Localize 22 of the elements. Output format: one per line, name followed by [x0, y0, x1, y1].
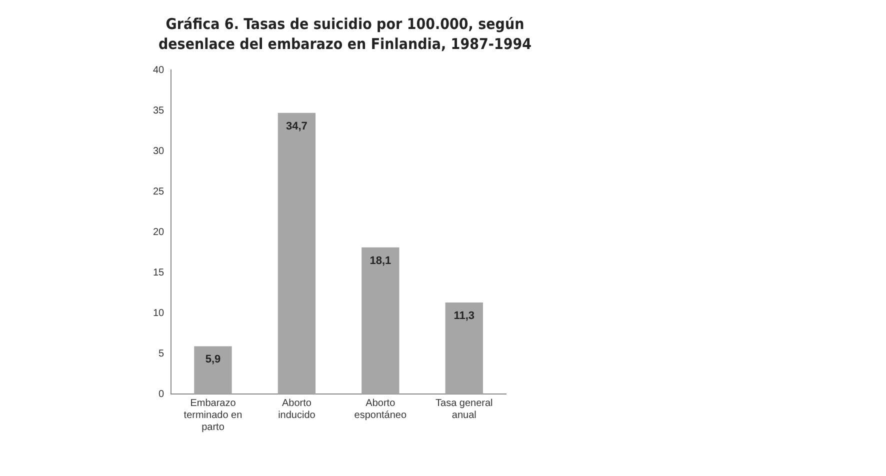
data-label: 18,1 [370, 254, 392, 267]
y-tick-label: 20 [153, 226, 165, 238]
chart-title: Gráfica 6. Tasas de suicidio por 100.000, según desenlace del embarazo en Finlandia, 1987-1994 [157, 14, 533, 54]
x-tick-label: Embarazo terminado en parto [184, 398, 242, 433]
x-tick-label: Tasa general anual [436, 398, 493, 421]
data-label: 5,9 [205, 354, 221, 366]
data-label: 11,3 [454, 310, 475, 322]
data-label: 34,7 [286, 120, 308, 132]
x-tick-label: Aborto inducido [278, 398, 316, 421]
x-tick-label: Aborto espontáneo [354, 398, 407, 421]
y-tick-label: 0 [158, 388, 165, 400]
bar [362, 247, 400, 394]
y-tick-label: 40 [153, 64, 165, 76]
y-tick-label: 25 [153, 186, 165, 198]
bar [445, 302, 483, 394]
bar [278, 112, 316, 394]
bar [194, 346, 232, 394]
y-tick-label: 15 [153, 267, 165, 278]
y-tick-label: 30 [153, 146, 165, 157]
y-tick-label: 10 [153, 308, 165, 319]
y-tick-label: 35 [153, 105, 165, 116]
y-tick-label: 5 [158, 348, 165, 360]
